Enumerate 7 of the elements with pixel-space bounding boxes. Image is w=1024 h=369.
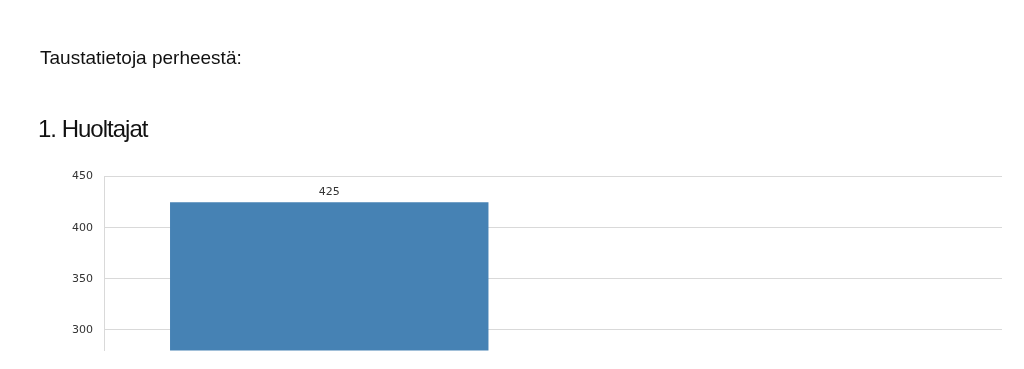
chart-title: 1. Huoltajat	[38, 115, 148, 143]
y-tick-label: 450	[72, 169, 93, 183]
chart-subtitle: Taustatietoja perheestä:	[40, 47, 242, 69]
y-tick-label: 400	[72, 220, 93, 234]
y-tick-label: 350	[72, 271, 93, 285]
y-tick-label: 300	[72, 322, 93, 336]
data-label: 425	[318, 184, 340, 198]
